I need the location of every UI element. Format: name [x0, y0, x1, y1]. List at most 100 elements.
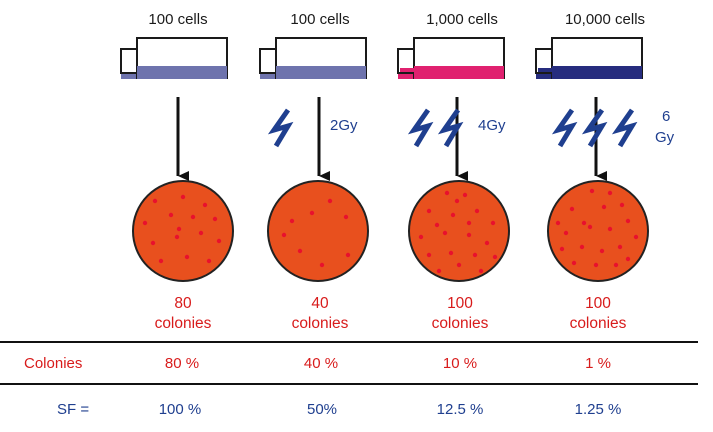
colony-dot: [426, 252, 432, 258]
flask-neck-col1: [120, 48, 138, 74]
cells-label-col4: 10,000 cells: [564, 11, 646, 28]
result-unit-col2: colonies: [291, 315, 349, 332]
colony-dot: [216, 238, 222, 244]
colony-dot: [297, 248, 303, 254]
flask-neck-col2: [259, 48, 277, 74]
radiation-bolt-icon: [551, 108, 578, 148]
colony-dot: [492, 254, 498, 260]
colony-dot: [202, 202, 208, 208]
flask-medium-fill-col1: [137, 66, 227, 79]
colony-dot: [456, 262, 462, 268]
radiation-bolt-icon: [267, 108, 294, 148]
colony-dot: [158, 258, 164, 264]
colony-dot: [180, 194, 186, 200]
colony-dot: [607, 190, 613, 196]
colonies-pct-col1: 80 %: [164, 355, 200, 372]
colony-dot: [436, 268, 442, 274]
colony-dot: [309, 210, 315, 216]
colony-dot: [589, 188, 595, 194]
colony-dot: [327, 198, 333, 204]
colony-dot: [593, 262, 599, 268]
table-top-rule: [0, 341, 698, 343]
colonies-pct-col2: 40 %: [303, 355, 339, 372]
sf-col4: 1.25 %: [574, 401, 622, 418]
colony-dot: [563, 230, 569, 236]
table-middle-rule: [0, 383, 698, 385]
colony-dot: [601, 204, 607, 210]
colony-dot: [466, 220, 472, 226]
petri-dish-col3: [408, 180, 510, 282]
colony-dot: [345, 252, 351, 258]
colony-dot: [484, 240, 490, 246]
colony-dot: [450, 212, 456, 218]
sf-col3: 12.5 %: [436, 401, 484, 418]
radiation-bolt-icon: [437, 108, 464, 148]
radiation-bolt-icon: [407, 108, 434, 148]
cells-label-col2: 100 cells: [290, 11, 350, 28]
dose-label-col2: 2Gy: [330, 117, 358, 134]
result-unit-col4: colonies: [569, 315, 627, 332]
colony-dot: [281, 232, 287, 238]
colony-dot: [343, 214, 349, 220]
colony-dot: [569, 206, 575, 212]
colony-dot: [625, 218, 631, 224]
colony-dot: [579, 244, 585, 250]
colony-dot: [599, 248, 605, 254]
colony-dot: [478, 268, 484, 274]
colonies-pct-col3: 10 %: [442, 355, 478, 372]
colony-dot: [448, 250, 454, 256]
colony-dot: [454, 198, 460, 204]
colony-dot: [587, 224, 593, 230]
sf-row-label: SF =: [57, 401, 90, 418]
colonies-pct-col4: 1 %: [585, 355, 611, 372]
colony-dot: [613, 262, 619, 268]
colony-dot: [174, 234, 180, 240]
colony-dot: [619, 202, 625, 208]
result-unit-col3: colonies: [431, 315, 489, 332]
colony-dot: [555, 220, 561, 226]
result-count-col1: 80: [174, 295, 192, 312]
colony-dot: [176, 226, 182, 232]
colony-dot: [633, 234, 639, 240]
colony-dot: [184, 254, 190, 260]
colony-dot: [617, 244, 623, 250]
colony-dot: [444, 190, 450, 196]
dose-label-col3: 4Gy: [478, 117, 506, 134]
dose-label-col4-line2: Gy: [655, 129, 675, 146]
colony-dot: [571, 260, 577, 266]
flask-neck-col4: [535, 48, 553, 74]
result-count-col3: 100: [447, 295, 473, 312]
colony-dot: [426, 208, 432, 214]
flask-neck-col3: [397, 48, 415, 74]
colony-dot: [152, 198, 158, 204]
colony-dot: [462, 192, 468, 198]
flask-medium-fill-col4: [552, 66, 642, 79]
colony-dot: [190, 214, 196, 220]
colony-dot: [434, 222, 440, 228]
cells-label-col1: 100 cells: [148, 11, 208, 28]
colony-dot: [607, 226, 613, 232]
flask-neck-medium-col3: [400, 68, 414, 72]
colony-dot: [319, 262, 325, 268]
colony-dot: [625, 256, 631, 262]
colony-dot: [472, 252, 478, 258]
flask-neck-medium-col4: [538, 68, 552, 72]
colony-dot: [198, 230, 204, 236]
petri-dish-col4: [547, 180, 649, 282]
colony-dot: [490, 220, 496, 226]
result-count-col2: 40: [311, 295, 329, 312]
petri-dish-col2: [267, 180, 369, 282]
flask-medium-fill-col3: [414, 66, 504, 79]
colony-dot: [168, 212, 174, 218]
colony-dot: [418, 234, 424, 240]
colony-dot: [142, 220, 148, 226]
colony-dot: [581, 220, 587, 226]
colony-dot: [474, 208, 480, 214]
colony-dot: [150, 240, 156, 246]
radiation-bolt-icon: [611, 108, 638, 148]
sf-col2: 50%: [306, 401, 338, 418]
flask-medium-fill-col2: [276, 66, 366, 79]
colonies-row-label: Colonies: [24, 355, 83, 372]
result-count-col4: 100: [585, 295, 611, 312]
